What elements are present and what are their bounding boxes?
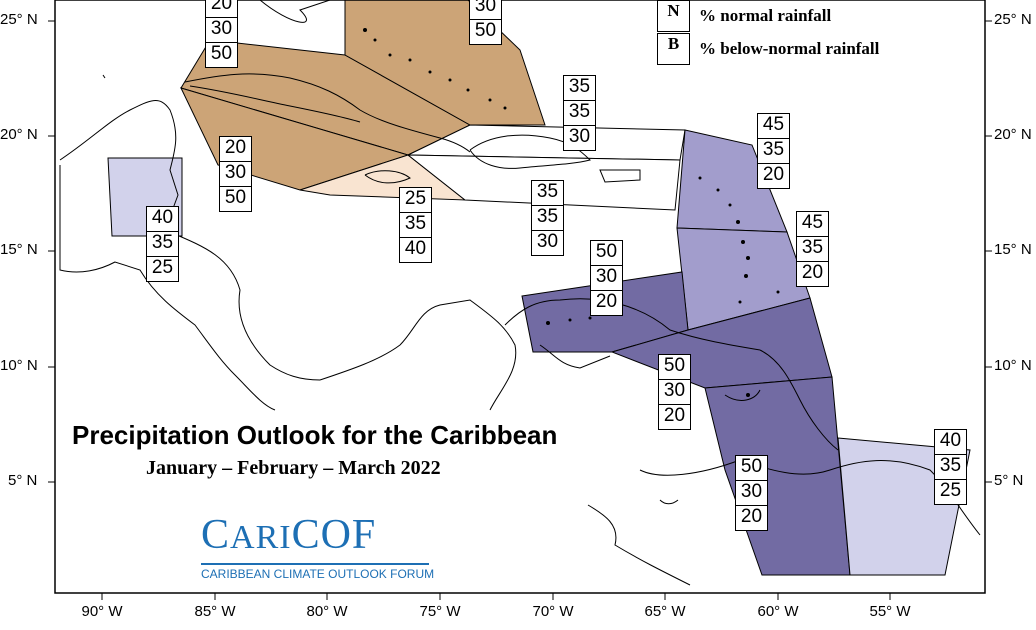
prob-value: 50 bbox=[470, 19, 501, 44]
lon-label-60: 60° W bbox=[757, 603, 799, 620]
prob-box-bahamas-north: 20 30 50 bbox=[205, 0, 238, 68]
prob-value: 30 bbox=[532, 230, 563, 255]
legend-normal: N % normal rainfall bbox=[657, 0, 831, 32]
lat-label-20-right: 20° N bbox=[994, 126, 1032, 143]
logo-tagline: CARIBBEAN CLIMATE OUTLOOK FORUM bbox=[201, 567, 435, 581]
prob-value: 35 bbox=[536, 181, 559, 202]
lat-label-25-right: 25° N bbox=[994, 11, 1032, 28]
prob-box-hispaniola-north: 35 35 30 bbox=[563, 75, 596, 151]
prob-value: 30 bbox=[206, 17, 237, 42]
prob-value: 35 bbox=[400, 212, 431, 237]
prob-value: 25 bbox=[404, 188, 427, 209]
prob-value: 50 bbox=[740, 456, 763, 477]
prob-value: 50 bbox=[663, 355, 686, 376]
prob-box-leeward-south: 45 35 20 bbox=[796, 211, 829, 287]
axis-ticks bbox=[48, 20, 992, 600]
prob-box-guyana: 50 30 20 bbox=[735, 455, 768, 531]
prob-box-leeward-north: 45 35 20 bbox=[757, 113, 790, 189]
lat-label-5-right: 5° N bbox=[994, 472, 1024, 489]
prob-value: 40 bbox=[939, 430, 962, 451]
prob-box-hispaniola-south: 35 35 30 bbox=[531, 180, 564, 256]
prob-value: 20 bbox=[210, 0, 233, 14]
logo-underline bbox=[201, 563, 429, 565]
prob-value: 35 bbox=[758, 138, 789, 163]
prob-box-suriname: 40 35 25 bbox=[934, 429, 967, 505]
prob-value: 35 bbox=[564, 100, 595, 125]
prob-value: 45 bbox=[801, 212, 824, 233]
prob-value: 30 bbox=[591, 265, 622, 290]
prob-value: 25 bbox=[147, 256, 178, 281]
lat-label-20-left: 20° N bbox=[0, 126, 38, 143]
lon-label-55: 55° W bbox=[869, 603, 911, 620]
map-subtitle: January – February – March 2022 bbox=[146, 457, 441, 479]
prob-box-bahamas-east: 30 50 bbox=[469, 0, 502, 45]
island-dots bbox=[363, 28, 780, 397]
lon-label-80: 80° W bbox=[306, 603, 348, 620]
prob-value: 45 bbox=[762, 114, 785, 135]
lat-label-25-left: 25° N bbox=[0, 11, 38, 28]
prob-value: 40 bbox=[400, 237, 431, 262]
prob-value: 30 bbox=[474, 0, 497, 16]
lon-label-70: 70° W bbox=[532, 603, 574, 620]
prob-box-jamaica: 25 35 40 bbox=[399, 187, 432, 263]
prob-value: 30 bbox=[659, 379, 690, 404]
zone-guyana bbox=[704, 376, 851, 576]
prob-value: 50 bbox=[220, 186, 251, 211]
prob-value: 35 bbox=[532, 205, 563, 230]
legend-key-below: B bbox=[657, 33, 690, 65]
caricof-logo: CARICOF CARIBBEAN CLIMATE OUTLOOK FORUM bbox=[201, 512, 434, 581]
legend-text-below: % below-normal rainfall bbox=[699, 39, 880, 58]
prob-value: 20 bbox=[224, 137, 247, 158]
lat-label-10-right: 10° N bbox=[994, 357, 1032, 374]
lon-label-65: 65° W bbox=[644, 603, 686, 620]
lat-label-5-left: 5° N bbox=[8, 472, 38, 489]
lon-label-75: 75° W bbox=[419, 603, 461, 620]
prob-value: 35 bbox=[568, 76, 591, 97]
prob-box-abc-islands: 50 30 20 bbox=[590, 240, 623, 316]
prob-value: 35 bbox=[147, 231, 178, 256]
prob-value: 30 bbox=[220, 161, 251, 186]
prob-value: 20 bbox=[758, 163, 789, 188]
logo-wordmark: CARICOF bbox=[201, 512, 377, 558]
map-frame bbox=[54, 0, 986, 594]
prob-value: 50 bbox=[595, 241, 618, 262]
lat-label-10-left: 10° N bbox=[0, 357, 38, 374]
prob-value: 30 bbox=[736, 480, 767, 505]
lat-label-15-right: 15° N bbox=[994, 241, 1032, 258]
prob-value: 20 bbox=[797, 261, 828, 286]
lon-label-90: 90° W bbox=[81, 603, 123, 620]
lon-label-85: 85° W bbox=[194, 603, 236, 620]
legend-below: B % below-normal rainfall bbox=[657, 33, 879, 65]
lat-label-15-left: 15° N bbox=[0, 241, 38, 258]
legend-text-normal: % normal rainfall bbox=[699, 6, 832, 25]
prob-value: 20 bbox=[659, 404, 690, 429]
prob-value: 30 bbox=[564, 125, 595, 150]
prob-box-trinidad: 50 30 20 bbox=[658, 354, 691, 430]
prob-box-belize: 40 35 25 bbox=[146, 206, 179, 282]
prob-value: 50 bbox=[206, 42, 237, 67]
legend-key-normal: N bbox=[657, 0, 690, 32]
prob-box-cuba: 20 30 50 bbox=[219, 136, 252, 212]
map-title: Precipitation Outlook for the Caribbean bbox=[72, 420, 558, 450]
prob-value: 20 bbox=[591, 290, 622, 315]
prob-value: 35 bbox=[935, 454, 966, 479]
prob-value: 20 bbox=[736, 505, 767, 530]
prob-value: 35 bbox=[797, 236, 828, 261]
prob-value: 40 bbox=[151, 207, 174, 228]
prob-value: 25 bbox=[935, 479, 966, 504]
